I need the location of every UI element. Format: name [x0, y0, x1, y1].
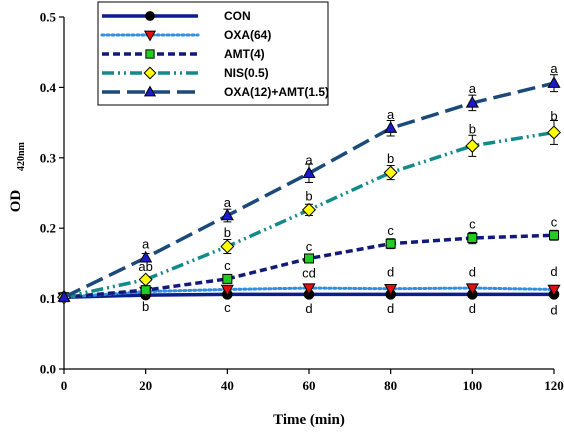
data-point — [384, 284, 398, 296]
axes-layer: 0.0 0.1 0.2 0.3 0.4 0.5 0 20 40 60 80 100 120 Time (m… — [8, 10, 564, 429]
annotation-label: c — [469, 217, 476, 232]
y-tick-label: 0.0 — [40, 362, 56, 377]
y-tick-label: 0.2 — [40, 221, 56, 236]
legend-label: OXA(12)+AMT(1.5) — [224, 85, 329, 99]
annotation-label: d — [387, 265, 394, 280]
annotation-label: d — [550, 264, 557, 279]
annotation-label: d — [550, 303, 557, 318]
legend-label: NIS(0.5) — [224, 66, 269, 80]
y-axis-title-group: OD 420nm — [8, 141, 27, 212]
annotation-label: c — [551, 215, 558, 230]
data-point — [220, 208, 234, 221]
legend-box — [97, 1, 329, 106]
data-point — [465, 138, 480, 153]
series-4 — [57, 74, 561, 302]
x-tick-label: 120 — [544, 378, 564, 393]
legend-entry: OXA(64) — [100, 28, 271, 42]
annotation-label: c — [224, 258, 231, 273]
annotation-label: c — [306, 239, 313, 254]
series-3 — [56, 119, 562, 305]
data-point — [465, 95, 479, 108]
x-tick-label: 100 — [463, 378, 483, 393]
annotation-label: a — [305, 153, 313, 168]
annotation-label: d — [387, 301, 394, 316]
annotation-label: b — [387, 151, 394, 166]
series-layer — [56, 74, 562, 305]
legend-label: AMT(4) — [224, 47, 265, 61]
y-tick-label: 0.4 — [40, 80, 57, 95]
data-point — [302, 283, 316, 296]
annotation-label: a — [224, 195, 232, 210]
data-point — [138, 272, 153, 287]
legend-marker — [143, 66, 157, 80]
annotation-label: c — [387, 223, 394, 238]
annotation-label: ab — [138, 259, 152, 274]
legend-label: CON — [224, 9, 251, 23]
data-point — [549, 230, 559, 241]
annotation-label: d — [305, 301, 312, 316]
annotation-label: b — [550, 108, 557, 123]
annotation-label: a — [550, 61, 558, 76]
annotation-label: b — [305, 189, 312, 204]
data-point — [467, 233, 478, 244]
data-point — [546, 125, 562, 140]
legend-entry: NIS(0.5) — [102, 66, 269, 80]
data-point — [140, 285, 151, 296]
data-point — [222, 273, 233, 284]
data-point — [547, 284, 561, 297]
y-tick-label: 0.1 — [40, 291, 56, 306]
annotation-label: a — [387, 107, 395, 122]
data-point — [57, 290, 71, 302]
legend-layer: CON OXA(64) AMT(4) NIS(0.5) OXA(12)+AMT(1.5) — [97, 1, 329, 106]
data-point — [304, 253, 314, 264]
data-point — [384, 121, 398, 133]
data-point — [547, 76, 561, 88]
annotation-label: b — [469, 122, 476, 137]
x-tick-label: 40 — [221, 378, 234, 393]
x-tick-label: 60 — [303, 378, 316, 393]
legend-marker — [145, 11, 155, 21]
data-point — [220, 284, 234, 297]
legend-marker — [145, 49, 155, 59]
y-tick-label: 0.3 — [40, 150, 57, 165]
data-point — [385, 238, 396, 249]
data-point — [383, 165, 398, 180]
annotation-label: a — [469, 81, 477, 96]
legend-marker — [143, 85, 157, 97]
y-axis-title: OD — [8, 190, 24, 213]
annotation-label: c — [224, 300, 231, 315]
data-point — [139, 250, 153, 263]
y-tick-label: 0.5 — [40, 10, 57, 25]
legend-entry: CON — [102, 9, 251, 23]
legend-label: OXA(64) — [224, 28, 271, 42]
annotation-label: cd — [302, 265, 316, 280]
annotation-label: d — [469, 265, 476, 280]
x-tick-label: 0 — [61, 378, 68, 393]
x-tick-label: 20 — [139, 378, 152, 393]
data-point — [220, 239, 235, 254]
y-axis-title-subscript: 420nm — [16, 141, 27, 171]
annotation-label: a — [142, 236, 150, 251]
data-point — [465, 283, 479, 296]
data-point — [301, 202, 317, 217]
legend-marker — [143, 30, 157, 42]
annotation-label: b — [224, 225, 231, 240]
x-tick-label: 80 — [384, 378, 397, 393]
annotation-label: b — [142, 299, 149, 314]
legend-entry: OXA(12)+AMT(1.5) — [102, 85, 329, 99]
legend-entry: AMT(4) — [102, 47, 265, 61]
data-point — [302, 166, 316, 178]
annotation-label: d — [469, 301, 476, 316]
x-axis-title: Time (min) — [273, 412, 345, 428]
